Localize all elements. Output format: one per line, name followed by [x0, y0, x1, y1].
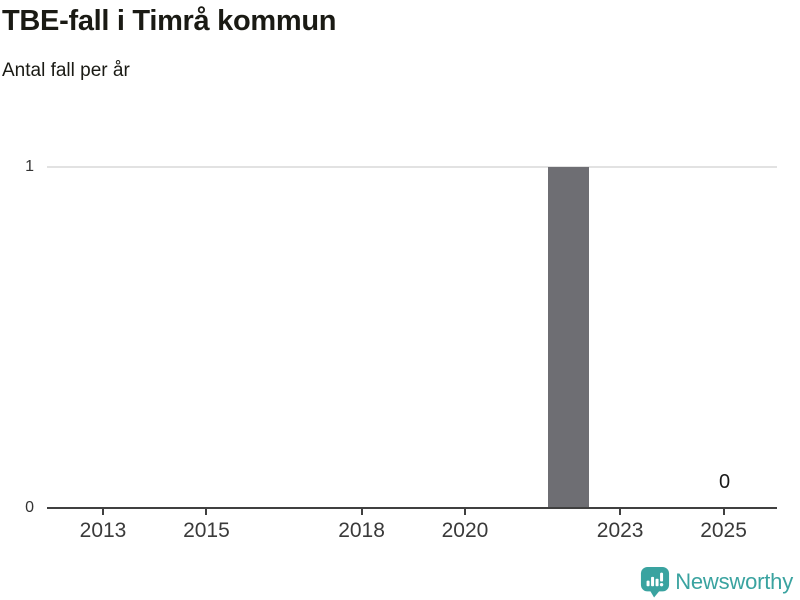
newsworthy-wordmark: Newsworthy — [675, 569, 793, 594]
x-axis-tick-label: 2020 — [441, 519, 489, 542]
x-axis-tick-label: 2025 — [700, 519, 747, 542]
x-axis-tick-label: 2015 — [183, 519, 230, 542]
x-axis-tick-label: 2013 — [79, 519, 127, 542]
newsworthy-bar-chart-bubble-icon — [640, 566, 670, 598]
x-axis-tick-label: 2023 — [596, 519, 644, 542]
x-axis-line — [47, 507, 777, 509]
newsworthy-logo: Newsworthy — [640, 566, 793, 598]
y-axis-tick-label: 0 — [25, 499, 34, 516]
x-axis-tick — [205, 508, 208, 515]
x-axis-tick — [619, 508, 622, 515]
x-axis-tick — [722, 508, 725, 515]
chart-title: TBE-fall i Timrå kommun — [2, 5, 337, 37]
y-axis-tick-label: 1 — [25, 158, 34, 175]
gridline-y1 — [47, 166, 777, 168]
last-value-label: 0 — [719, 471, 731, 493]
x-axis-tick — [463, 508, 466, 515]
chart-subtitle: Antal fall per år — [2, 60, 130, 81]
x-axis-tick-label: 2018 — [338, 519, 385, 542]
x-axis-tick — [102, 508, 104, 515]
x-axis-tick — [360, 508, 363, 515]
bar-2022 — [547, 167, 589, 508]
